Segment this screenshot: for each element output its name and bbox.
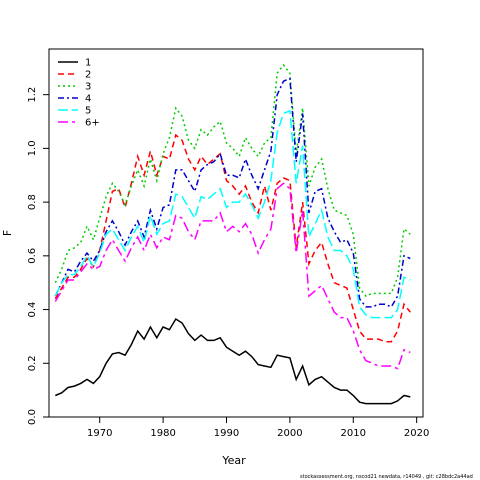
y-tick-label: 0.4 — [27, 302, 38, 318]
x-axis: 1970 1980 1990 2000 2010 2020 — [87, 417, 429, 439]
plot-frame — [48, 48, 424, 418]
x-tick-label: 2020 — [404, 428, 429, 439]
x-tick-label: 2000 — [277, 428, 302, 439]
legend-label-1: 1 — [85, 58, 91, 69]
legend-label-5: 5 — [85, 106, 91, 117]
series-line-1 — [55, 317, 411, 405]
x-axis-label: Year — [221, 454, 246, 467]
y-tick-label: 0.0 — [27, 409, 38, 425]
legend-label-4: 4 — [85, 94, 91, 105]
x-tick-label: 1990 — [214, 428, 239, 439]
series-line-2 — [54, 133, 411, 343]
x-tick-label: 1970 — [87, 428, 112, 439]
y-tick-label: 1.0 — [27, 140, 38, 156]
series-line-4 — [54, 77, 411, 308]
legend-label-2: 2 — [85, 70, 91, 81]
y-axis: 0.0 0.2 0.4 0.6 0.8 1.0 1.2 — [27, 87, 49, 425]
series-line-3 — [54, 63, 411, 298]
y-tick-label: 0.2 — [27, 355, 38, 371]
series-line-6+ — [54, 182, 411, 370]
series-line-5 — [54, 109, 411, 319]
y-tick-label: 1.2 — [27, 87, 38, 103]
legend-label-6+: 6+ — [85, 118, 100, 129]
legend-label-3: 3 — [85, 82, 91, 93]
y-tick-label: 0.8 — [27, 194, 38, 210]
x-tick-label: 1980 — [150, 428, 175, 439]
x-tick-label: 2010 — [341, 428, 366, 439]
y-axis-label: F — [1, 230, 14, 236]
series-lines — [54, 63, 411, 405]
footer-credit: stockassessment.org, nscod21 newdata, r1… — [300, 474, 473, 480]
y-tick-label: 0.6 — [27, 248, 38, 264]
